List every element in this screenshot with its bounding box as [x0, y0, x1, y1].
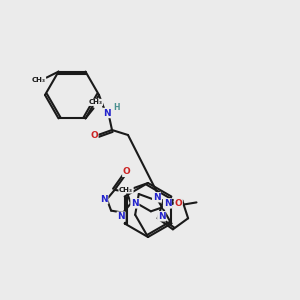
Text: N: N: [131, 199, 139, 208]
Text: CH₃: CH₃: [88, 99, 103, 105]
Text: CH₃: CH₃: [32, 76, 46, 82]
Text: N: N: [117, 212, 125, 221]
Text: N: N: [164, 199, 171, 208]
Text: O: O: [174, 199, 182, 208]
Text: CH₃: CH₃: [119, 187, 133, 193]
Text: N: N: [158, 212, 166, 221]
Text: N: N: [103, 109, 111, 118]
Text: O: O: [90, 131, 98, 140]
Text: O: O: [123, 167, 130, 176]
Text: N: N: [153, 193, 160, 202]
Text: N: N: [100, 195, 108, 204]
Text: H: H: [113, 103, 119, 112]
